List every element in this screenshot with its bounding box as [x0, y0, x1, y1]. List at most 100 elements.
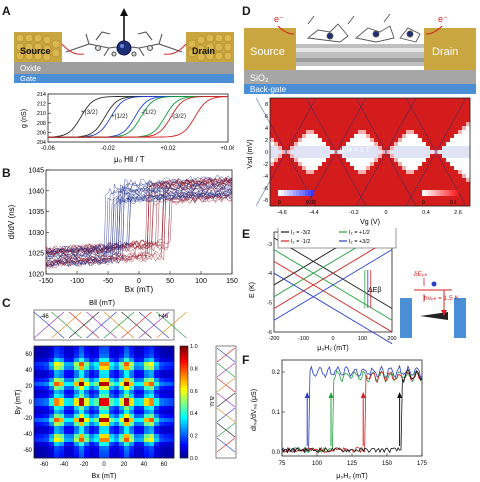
- panel-c-heat-cell: [109, 362, 115, 367]
- panel-c-heat-cell: [114, 386, 120, 391]
- panel-c-heat-cell: [69, 406, 75, 411]
- panel-d-heat-cell: [346, 158, 351, 163]
- panel-d-heat-cell: [394, 114, 399, 119]
- panel-d-heat-cell: [430, 138, 435, 143]
- panel-c-heat-cell: [99, 358, 105, 363]
- panel-d-colorbar-right-cell: [455, 190, 459, 196]
- panel-c-heat-cell: [169, 354, 175, 359]
- panel-d-heat-cell: [442, 142, 447, 147]
- panel-c-heat-cell: [104, 366, 110, 371]
- panel-d-heat-cell: [314, 130, 319, 135]
- panel-c-heat-cell: [59, 410, 65, 415]
- panel-d-heat-cell: [274, 126, 279, 131]
- panel-d-heat-cell: [298, 154, 303, 159]
- panel-d-heat-cell: [466, 190, 471, 195]
- panel-d-heat-cell: [390, 150, 395, 155]
- electron-right: e⁻: [438, 14, 448, 24]
- panel-d-heat-cell: [422, 182, 427, 187]
- panel-c-heat-cell: [39, 414, 45, 419]
- panel-d-heat-cell: [418, 142, 423, 147]
- panel-d-heat-cell: [274, 102, 279, 107]
- panel-c-heat-cell: [149, 422, 155, 427]
- panel-d-heat-cell: [442, 134, 447, 139]
- panel-d-heat-cell: [298, 118, 303, 123]
- panel-d-heat-cell: [434, 142, 439, 147]
- panel-d-heat-cell: [346, 98, 351, 103]
- panel-c-heat-cell: [114, 366, 120, 371]
- panel-d-heat-cell: [278, 154, 283, 159]
- panel-d-heat-cell: [314, 174, 319, 179]
- panel-d-heat-cell: [306, 150, 311, 155]
- panel-d-heat-cell: [366, 98, 371, 103]
- panel-d-heat-cell: [294, 130, 299, 135]
- panel-d-heat-cell: [462, 114, 467, 119]
- panel-c-heat-cell: [119, 378, 125, 383]
- panel-d-heat-cell: [390, 186, 395, 191]
- panel-d-heat-cell: [398, 122, 403, 127]
- panel-c-heat-cell: [69, 378, 75, 383]
- panel-d-heat-cell: [454, 150, 459, 155]
- panel-d-heat-cell: [462, 106, 467, 111]
- panel-c-heat-cell: [44, 350, 50, 355]
- panel-c-heat-cell: [94, 350, 100, 355]
- panel-d-heat-cell: [346, 202, 351, 207]
- panel-d-heat-cell: [362, 178, 367, 183]
- panel-d-heat-cell: [422, 174, 427, 179]
- panel-d-heat-cell: [466, 154, 471, 159]
- panel-d-heat-cell: [354, 190, 359, 195]
- panel-c-heat-cell: [84, 418, 90, 423]
- panel-d-heat-cell: [402, 98, 407, 103]
- panel-d-heat-cell: [370, 102, 375, 107]
- panel-d-heat-cell: [278, 122, 283, 127]
- panel-d-heat-cell: [270, 110, 275, 115]
- panel-d-heat-cell: [418, 202, 423, 207]
- panel-d-heat-cell: [386, 170, 391, 175]
- panel-d-heat-cell: [310, 142, 315, 147]
- panel-c-side-lines: [216, 347, 236, 453]
- panel-d-heat-cell: [390, 110, 395, 115]
- panel-c-heat-cell: [39, 350, 45, 355]
- panel-c-heat-cell: [119, 454, 125, 459]
- panel-c-heat-cell: [149, 390, 155, 395]
- sio2-label: SiO₂: [250, 73, 269, 83]
- panel-c-colorbar-cell: [180, 390, 188, 394]
- panel-d-heat-cell: [298, 142, 303, 147]
- panel-c-heat-cell: [49, 350, 55, 355]
- panel-d-heat-cell: [446, 98, 451, 103]
- panel-d-heat-cell: [366, 114, 371, 119]
- panel-c-heat-cell: [49, 374, 55, 379]
- panel-c-heat-cell: [144, 370, 150, 375]
- panel-d-heat-cell: [318, 114, 323, 119]
- panel-c-heat-cell: [39, 446, 45, 451]
- panel-d-heat-cell: [426, 122, 431, 127]
- panel-c-heat-cell: [114, 434, 120, 439]
- panel-c-heat-cell: [94, 446, 100, 451]
- panel-d-heat-cell: [454, 130, 459, 135]
- panel-c-heat-cell: [74, 354, 80, 359]
- panel-c-xtick-label: -60: [40, 462, 49, 468]
- panel-d-heat-cell: [314, 102, 319, 107]
- panel-c-heat-cell: [44, 386, 50, 391]
- panel-d-heat-cell: [414, 150, 419, 155]
- panel-c-heat-cell: [149, 406, 155, 411]
- panel-c-heat-cell: [164, 446, 170, 451]
- panel-d-heat-cell: [442, 158, 447, 163]
- panel-b-xlabel: Bx (mT): [125, 285, 154, 294]
- panel-c-heat-cell: [49, 410, 55, 415]
- panel-c-colorbar-cell: [180, 371, 188, 375]
- panel-c-heat-cell: [69, 418, 75, 423]
- panel-d-heat-cell: [394, 142, 399, 147]
- panel-d-heat-cell: [306, 130, 311, 135]
- panel-d-heat-cell: [398, 202, 403, 207]
- panel-f-xtick-label: 100: [312, 461, 323, 467]
- panel-d-heat-cell: [322, 102, 327, 107]
- panel-c-heat-cell: [64, 350, 70, 355]
- panel-d-heat-cell: [370, 138, 375, 143]
- panel-c-heat-cell: [109, 398, 115, 403]
- panel-d-heat-cell: [466, 122, 471, 127]
- panel-c-heat-cell: [54, 350, 60, 355]
- panel-d-heat-cell: [378, 134, 383, 139]
- panel-c-heat-cell: [79, 358, 85, 363]
- panel-c-colorbar-tick: 0.0: [190, 456, 198, 462]
- panel-d-heat-cell: [362, 170, 367, 175]
